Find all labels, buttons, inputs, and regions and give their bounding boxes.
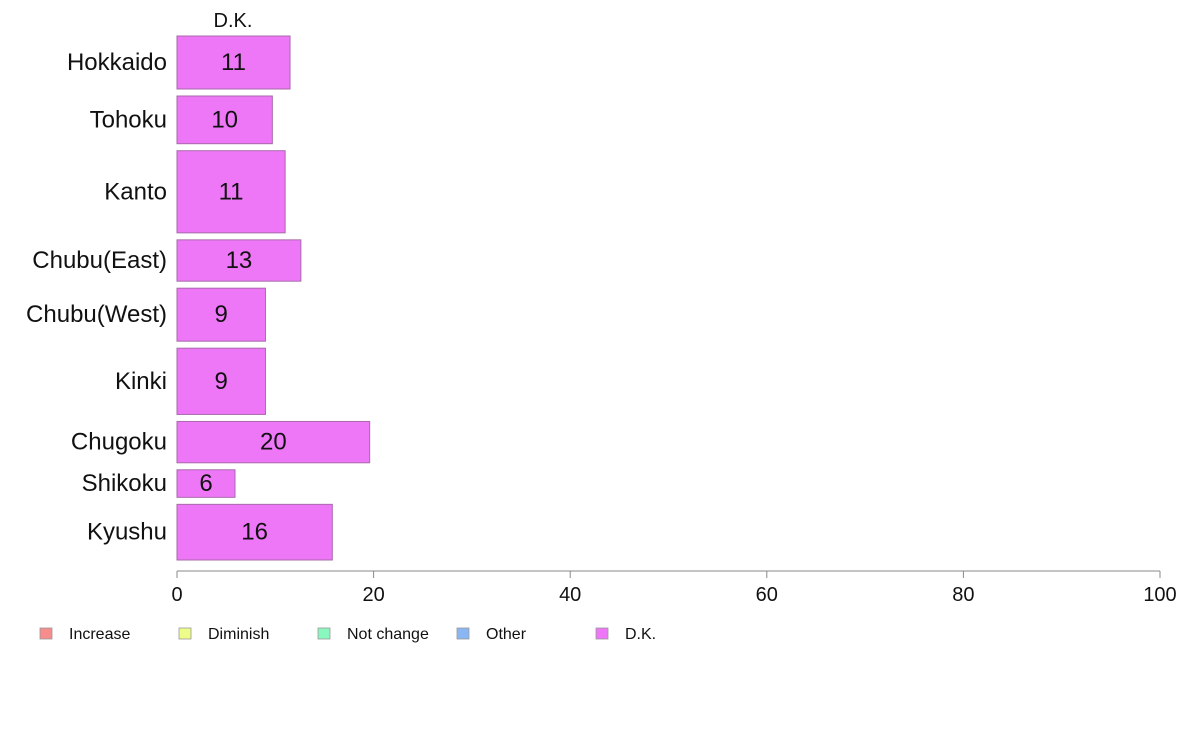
value-label: 20 [260, 429, 287, 456]
x-tick-label: 60 [756, 584, 778, 606]
bar [176, 347, 266, 415]
category-label: Shikoku [82, 470, 167, 497]
legend-swatch [456, 627, 470, 640]
x-tick-label: 40 [559, 584, 581, 606]
bar [176, 150, 286, 234]
category-label: Chubu(East) [32, 247, 167, 274]
column-header: D.K. [214, 10, 253, 32]
legend-swatch [595, 627, 609, 640]
value-label: 6 [199, 470, 212, 497]
legend-label: Increase [69, 626, 130, 643]
bar [176, 35, 291, 90]
category-label: Kanto [104, 178, 167, 205]
legend-label: Diminish [208, 626, 269, 643]
category-label: Kyushu [87, 519, 167, 546]
legend-label: D.K. [625, 626, 656, 643]
x-axis: 0 20 40 60 80 100 [171, 570, 1177, 606]
value-label: 13 [226, 247, 253, 274]
value-label: 9 [215, 301, 228, 328]
bar [176, 420, 371, 464]
category-label: Kinki [115, 368, 167, 395]
x-tick-label: 0 [171, 584, 182, 606]
value-label: 9 [215, 368, 228, 395]
legend-label: Other [486, 626, 527, 643]
value-label: 11 [219, 178, 244, 205]
legend-swatch [39, 627, 53, 640]
legend-swatch [178, 627, 192, 640]
category-label: Hokkaido [67, 49, 167, 76]
x-tick-label: 20 [362, 584, 384, 606]
category-label: Tohoku [90, 106, 167, 133]
value-label: 16 [241, 519, 268, 546]
bar [176, 287, 266, 342]
bars-group: Hokkaido 11 Tohoku 10 Kanto 11 Chubu(East) 13 Ch… [26, 35, 371, 561]
legend-label: Not change [347, 626, 429, 643]
legend: Increase Diminish Not change Other D.K. [39, 626, 656, 643]
category-label: Chugoku [71, 429, 167, 456]
category-label: Chubu(West) [26, 301, 167, 328]
bar [176, 503, 333, 561]
x-tick-label: 100 [1143, 584, 1176, 606]
value-label: 10 [211, 106, 238, 133]
value-label: 11 [221, 49, 246, 76]
bar [176, 469, 236, 498]
legend-swatch [317, 627, 331, 640]
bar [176, 95, 273, 145]
x-tick-label: 80 [952, 584, 974, 606]
bar [176, 239, 302, 282]
